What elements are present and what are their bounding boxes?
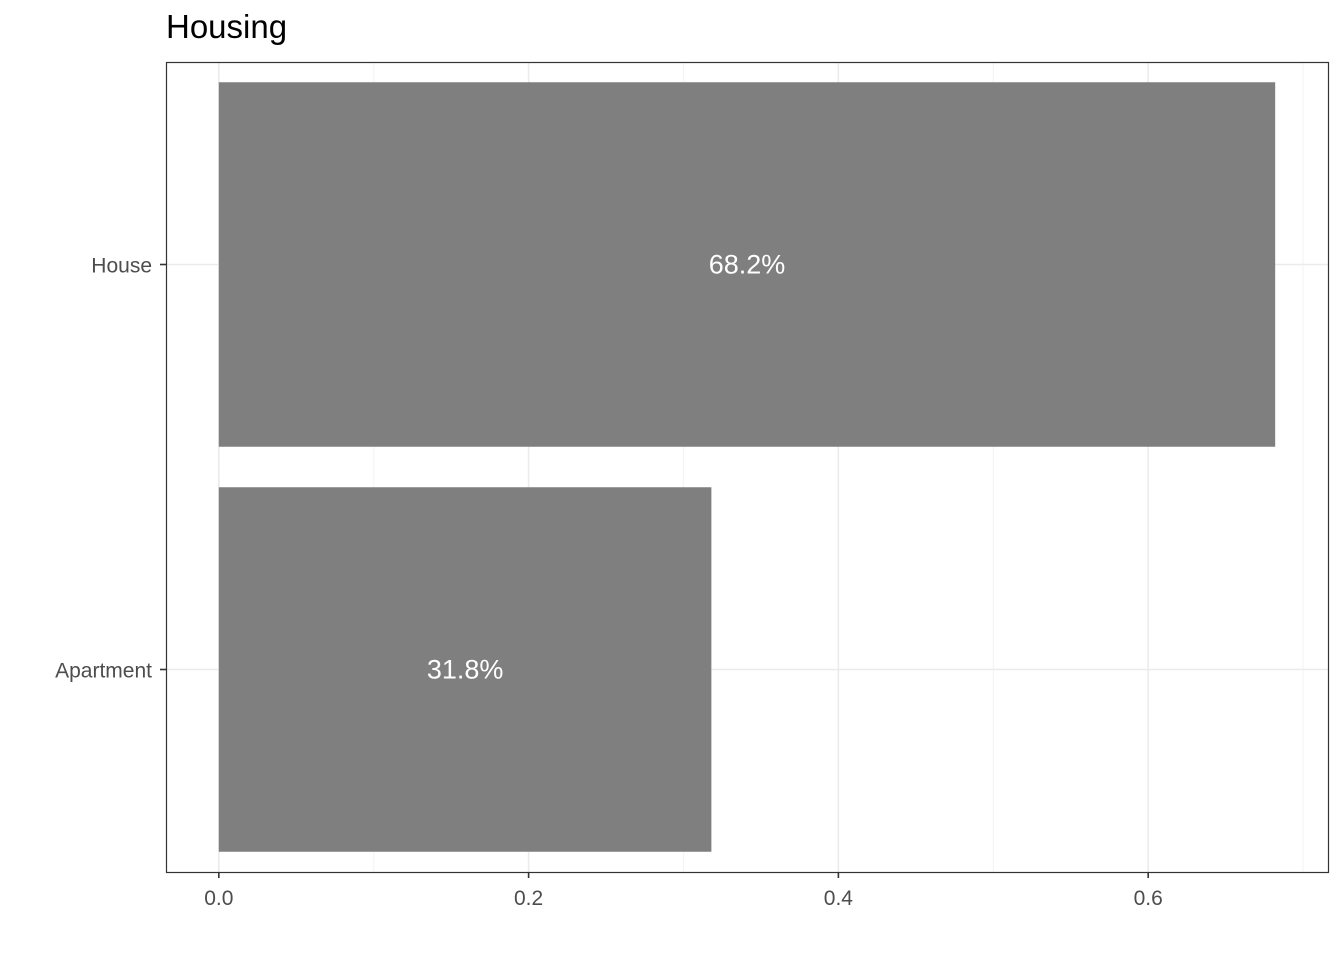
axis-layer: House Apartment 0.0 0.2 0.4 0.6 <box>55 255 1163 911</box>
bar-value-label: 68.2% <box>709 250 786 280</box>
x-tick-label: 0.0 <box>204 887 233 910</box>
y-tick-label: House <box>91 255 152 278</box>
x-tick-label: 0.2 <box>514 887 543 910</box>
y-tick-label: Apartment <box>55 660 152 683</box>
x-tick-label: 0.6 <box>1134 887 1163 910</box>
x-tick-label: 0.4 <box>824 887 854 910</box>
bar-value-label: 31.8% <box>427 655 504 685</box>
bar-apartment <box>218 487 712 852</box>
panel-border <box>165 61 1330 874</box>
chart-title: Housing <box>166 8 288 45</box>
bars-layer: 68.2% 31.8% <box>218 82 1276 852</box>
bar-house <box>218 82 1276 447</box>
